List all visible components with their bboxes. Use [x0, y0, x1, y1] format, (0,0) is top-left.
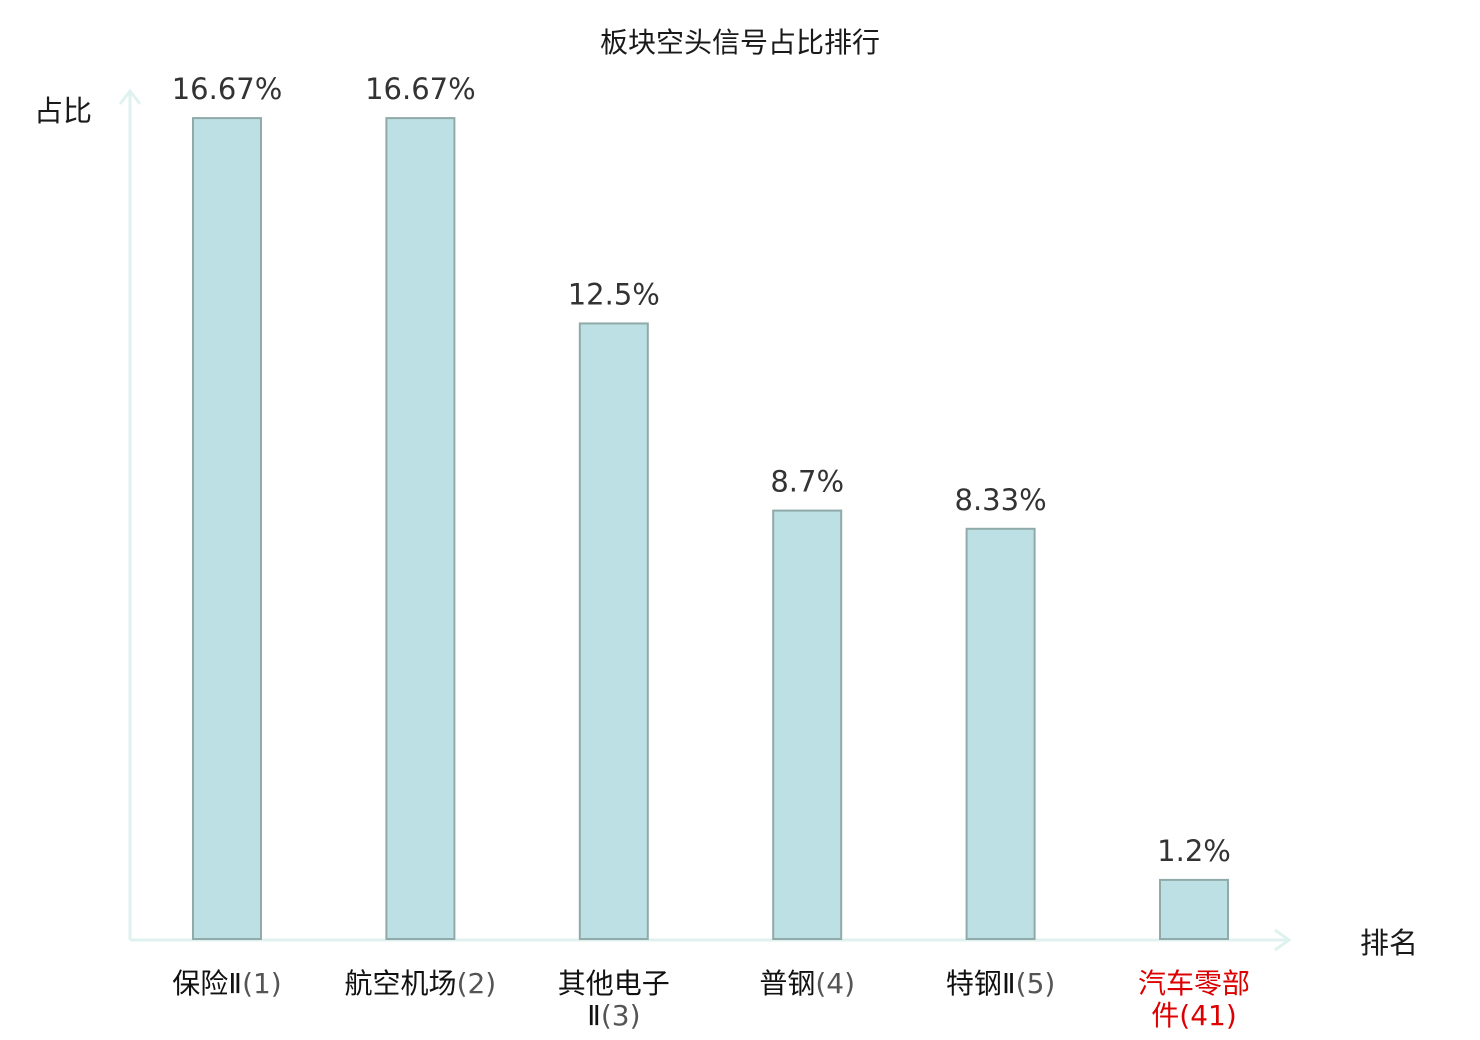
category-label: Ⅱ(3): [587, 999, 640, 1032]
x-axis-title: 排名: [1360, 926, 1418, 960]
category-name: 保险Ⅱ: [172, 967, 242, 1000]
category-label: 保险Ⅱ(1): [172, 967, 281, 1000]
bars: [192, 117, 1229, 941]
bar-value-label: 1.2%: [1157, 834, 1231, 868]
axes: [118, 88, 1292, 952]
category-rank: (1): [242, 967, 282, 1000]
bar-value-label: 8.33%: [955, 483, 1047, 517]
category-rank: (4): [815, 967, 855, 1000]
category-name: 汽车零部: [1138, 967, 1250, 1000]
bar: [965, 527, 1036, 941]
y-axis-title: 占比: [34, 94, 92, 128]
category-name: 件: [1151, 999, 1179, 1032]
category-rank: (41): [1179, 999, 1236, 1032]
category-label: 特钢Ⅱ(5): [946, 967, 1055, 1000]
category-name: 普钢: [759, 967, 815, 1000]
bar: [772, 509, 843, 940]
x-axis-arrow: [1274, 928, 1292, 952]
bar-value-label: 16.67%: [172, 72, 283, 106]
bar-value-label: 16.67%: [365, 72, 476, 106]
category-rank: (2): [457, 967, 497, 1000]
chart-title: 板块空头信号占比排行: [600, 26, 880, 59]
category-label: 航空机场(2): [345, 967, 497, 1000]
category-label: 汽车零部: [1138, 967, 1250, 1000]
category-name: 航空机场: [345, 967, 457, 1000]
y-axis-arrow: [118, 88, 142, 105]
bar: [192, 117, 262, 940]
category-rank: (5): [1016, 967, 1056, 1000]
category-rank: (3): [601, 999, 641, 1032]
category-name: 特钢Ⅱ: [946, 967, 1016, 1000]
category-label: 其他电子: [558, 967, 670, 1000]
bar: [578, 322, 649, 940]
bar-value-label: 8.7%: [770, 465, 844, 499]
category-name: 其他电子: [558, 967, 670, 1000]
category-name: Ⅱ: [587, 999, 601, 1032]
value-labels: 16.67% 16.67% 12.5% 8.7% 8.33% 1.2%: [172, 72, 1231, 868]
bar-value-label: 12.5%: [568, 277, 660, 311]
bar: [385, 117, 456, 940]
category-label: 件(41): [1151, 999, 1237, 1032]
category-label: 普钢(4): [759, 967, 855, 1000]
bar: [1159, 878, 1229, 941]
